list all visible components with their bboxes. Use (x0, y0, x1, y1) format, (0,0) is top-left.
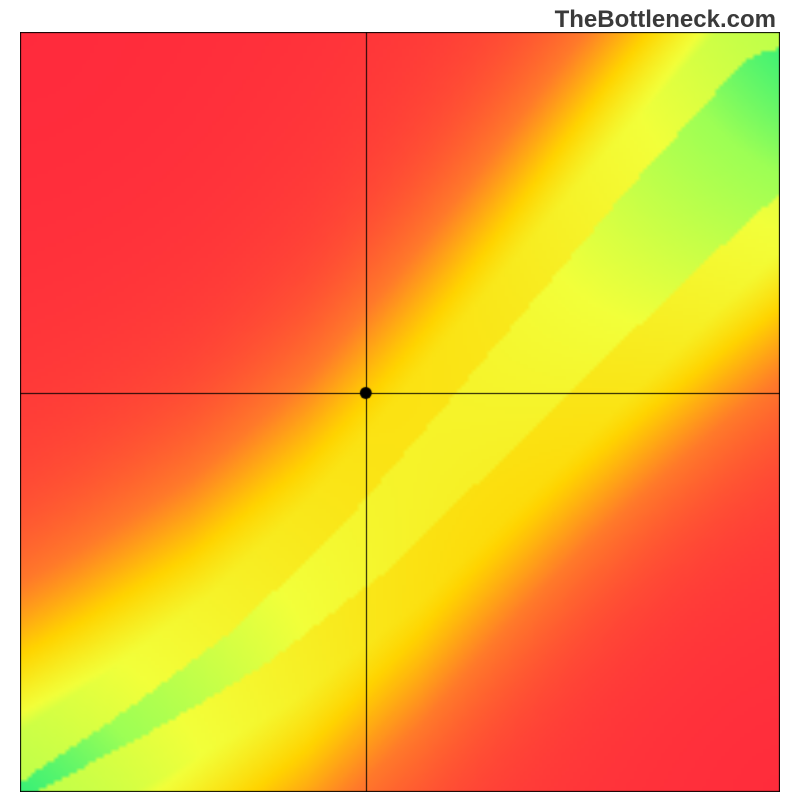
chart-container: TheBottleneck.com (0, 0, 800, 800)
watermark-text: TheBottleneck.com (555, 6, 776, 34)
crosshair-overlay (20, 32, 780, 792)
